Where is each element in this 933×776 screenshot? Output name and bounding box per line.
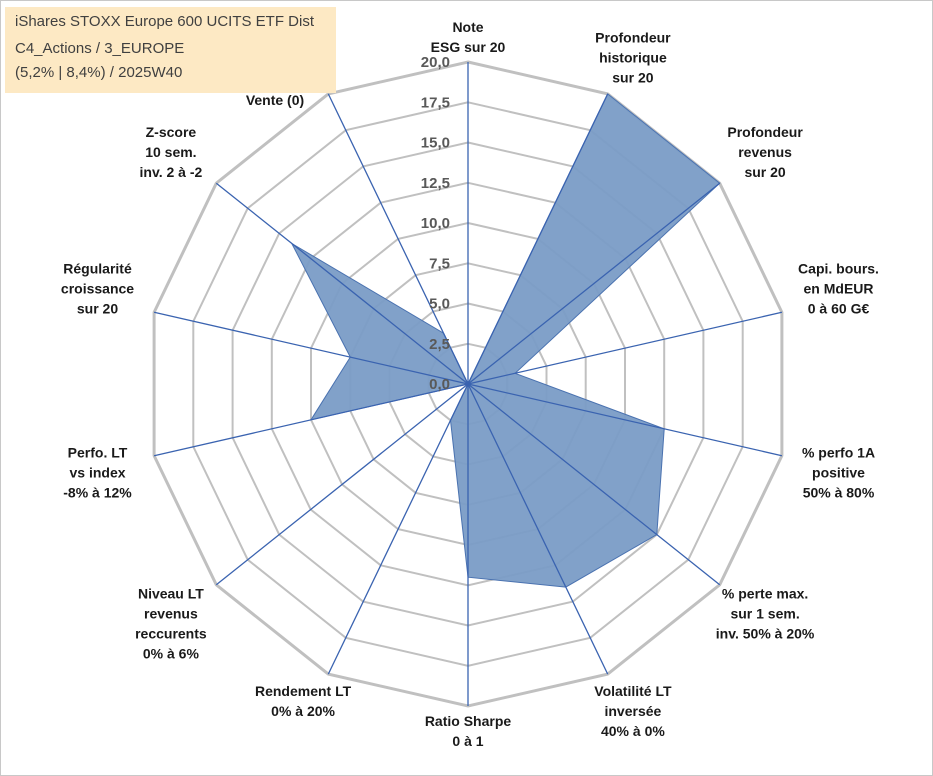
axis-label: historique <box>599 50 667 66</box>
axis-label: Note <box>452 19 483 35</box>
data-series-area <box>290 93 721 588</box>
fund-performance-period: (5,2% | 8,4%) / 2025W40 <box>15 64 183 81</box>
axis-label: -8% à 12% <box>63 484 132 500</box>
axis-label-group: Perfo. LT vs index -8% à 12% <box>63 444 132 500</box>
axis-label-group: Rendement LT 0% à 20% <box>255 683 352 719</box>
axis-label: Niveau LT <box>138 586 204 602</box>
spoke-2 <box>467 182 721 385</box>
tick-label: 10,0 <box>421 215 450 232</box>
spoke-13 <box>327 93 469 385</box>
axis-label-group: Capi. bours. en MdEUR 0 à 60 G€ <box>798 260 879 316</box>
spoke-3 <box>467 311 783 385</box>
axis-label-group: Profondeur revenus sur 20 <box>727 124 803 180</box>
axis-label: 0 à 60 G€ <box>808 300 870 316</box>
axis-label: inv. 50% à 20% <box>716 626 815 642</box>
fund-info-box: iShares STOXX Europe 600 UCITS ETF Dist … <box>5 7 336 93</box>
spoke-5 <box>467 383 721 586</box>
axis-label: sur 1 sem. <box>730 606 799 622</box>
tick-label: 0,0 <box>429 376 450 393</box>
axis-label: revenus <box>144 606 198 622</box>
tick-label: 17,5 <box>421 94 450 111</box>
axis-label: sur 20 <box>612 70 653 86</box>
axis-label: inversée <box>604 703 661 719</box>
tick-label: 2,5 <box>429 336 450 353</box>
radar-spokes <box>153 62 783 706</box>
axis-label: ESG sur 20 <box>431 39 506 55</box>
axis-label: 50% à 80% <box>803 484 875 500</box>
axis-label: Profondeur <box>727 124 803 140</box>
spoke-1 <box>467 93 609 385</box>
axis-label: inv. 2 à -2 <box>140 164 203 180</box>
axis-label-group: Régularité croissance sur 20 <box>61 260 134 316</box>
axis-label: positive <box>812 464 865 480</box>
tick-label: 7,5 <box>429 255 450 272</box>
spoke-11 <box>153 311 469 385</box>
tick-label: 15,0 <box>421 135 450 152</box>
spoke-9 <box>215 383 469 586</box>
axis-label-group: Niveau LT revenus reccurents 0% à 6% <box>135 586 207 662</box>
axis-label: Capi. bours. <box>798 260 879 276</box>
spoke-10 <box>153 383 469 457</box>
axis-label: sur 20 <box>744 164 785 180</box>
axis-label: revenus <box>738 144 792 160</box>
fund-name: iShares STOXX Europe 600 UCITS ETF Dist <box>15 13 314 30</box>
axis-label: 40% à 0% <box>601 723 665 739</box>
axis-label: Vente (0) <box>246 92 304 108</box>
axis-label: Ratio Sharpe <box>425 713 512 729</box>
axis-label-group: Profondeur historique sur 20 <box>595 30 671 86</box>
axis-label: 0% à 20% <box>271 703 335 719</box>
axis-label: 0 à 1 <box>452 733 483 749</box>
axis-label-group: % perte max. sur 1 sem. inv. 50% à 20% <box>716 586 815 642</box>
axis-label: Rendement LT <box>255 683 352 699</box>
axis-label-group: Z-score 10 sem. inv. 2 à -2 <box>140 124 203 180</box>
axis-label-group: Note ESG sur 20 <box>431 19 506 55</box>
axis-label: % perte max. <box>722 586 808 602</box>
tick-label: 12,5 <box>421 175 450 192</box>
fund-category: C4_Actions / 3_EUROPE <box>15 40 185 57</box>
axis-label: Volatilité LT <box>594 683 672 699</box>
axis-label: sur 20 <box>77 300 118 316</box>
axis-label: reccurents <box>135 626 207 642</box>
tick-label: 5,0 <box>429 296 450 313</box>
axis-label: Perfo. LT <box>68 444 128 460</box>
axis-label: % perfo 1A <box>802 444 875 460</box>
axis-label: Profondeur <box>595 30 671 46</box>
axis-label: 0% à 6% <box>143 646 200 662</box>
axis-label-group: Ratio Sharpe 0 à 1 <box>425 713 512 749</box>
spoke-6 <box>467 383 609 675</box>
axis-label: en MdEUR <box>804 280 874 296</box>
spoke-12 <box>215 182 469 385</box>
axis-label: vs index <box>69 464 125 480</box>
axis-label: 10 sem. <box>145 144 196 160</box>
axis-label: Régularité <box>63 260 132 276</box>
tick-label: 20,0 <box>421 54 450 71</box>
axis-label: Z-score <box>146 124 197 140</box>
axis-label-group: % perfo 1A positive 50% à 80% <box>802 444 875 500</box>
axis-label: croissance <box>61 280 134 296</box>
axis-label-group: Volatilité LT inversée 40% à 0% <box>594 683 672 739</box>
spoke-8 <box>327 383 469 675</box>
spoke-4 <box>467 383 783 457</box>
